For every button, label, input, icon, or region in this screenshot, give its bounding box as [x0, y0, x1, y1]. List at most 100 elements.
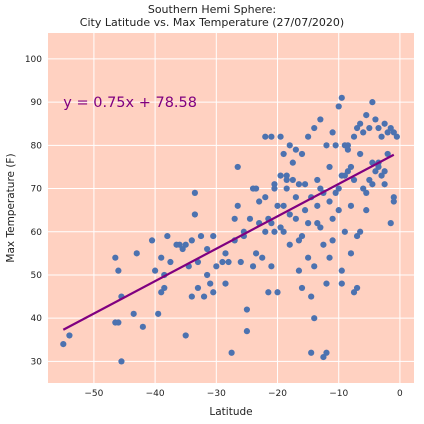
data-point: [277, 224, 284, 231]
data-point: [188, 237, 195, 244]
data-point: [329, 129, 336, 136]
data-point: [158, 289, 165, 296]
y-tick-label: 100: [25, 55, 42, 65]
data-point: [234, 163, 241, 171]
data-point: [363, 189, 370, 196]
y-tick-label: 90: [31, 98, 43, 108]
data-point: [259, 254, 266, 261]
data-point: [308, 293, 315, 300]
data-point: [350, 133, 358, 140]
data-point: [283, 172, 290, 179]
data-point: [335, 103, 342, 110]
data-point: [369, 99, 376, 106]
data-point: [152, 267, 159, 274]
data-points: [60, 94, 400, 365]
data-point: [301, 207, 309, 214]
regression-equation: y = 0.75x + 78.58: [63, 95, 197, 111]
data-point: [338, 172, 345, 179]
data-point: [329, 215, 336, 222]
data-point: [366, 124, 373, 132]
data-point: [353, 124, 361, 132]
data-point: [204, 271, 211, 279]
data-point: [350, 289, 358, 296]
data-point: [335, 207, 342, 214]
data-point: [210, 289, 217, 296]
data-point: [301, 181, 309, 188]
data-point: [286, 211, 293, 218]
data-point: [265, 289, 272, 296]
data-point: [320, 241, 327, 248]
data-point: [115, 267, 122, 274]
data-point: [286, 142, 293, 149]
data-point: [308, 349, 315, 356]
data-point: [280, 202, 287, 209]
data-point: [384, 150, 391, 158]
data-point: [317, 185, 324, 192]
data-point: [228, 349, 235, 356]
data-point: [262, 194, 269, 201]
data-point: [289, 176, 296, 184]
data-point: [268, 133, 275, 140]
data-point: [155, 310, 162, 317]
data-point: [363, 207, 370, 214]
data-point: [332, 142, 339, 149]
data-point: [393, 133, 400, 140]
data-point: [305, 254, 312, 261]
data-point: [381, 120, 388, 127]
data-point: [280, 150, 287, 158]
data-point: [60, 341, 67, 348]
data-point: [204, 245, 211, 253]
data-point: [298, 232, 306, 240]
data-point: [387, 124, 394, 132]
data-point: [268, 263, 275, 270]
data-point: [179, 245, 186, 253]
y-tick-label: 50: [31, 271, 43, 281]
data-point: [194, 284, 202, 292]
data-point: [384, 129, 391, 136]
data-point: [112, 254, 119, 261]
x-tick-label: −20: [268, 389, 287, 399]
data-point: [148, 237, 156, 244]
data-point: [390, 198, 397, 205]
data-point: [344, 168, 351, 175]
data-point: [130, 310, 137, 317]
data-point: [320, 353, 327, 361]
data-point: [210, 232, 217, 240]
data-point: [222, 250, 229, 257]
data-point: [326, 163, 333, 171]
data-point: [347, 163, 355, 171]
x-axis-label: Latitude: [209, 406, 252, 418]
data-point: [357, 228, 364, 235]
data-point: [347, 250, 355, 257]
data-point: [366, 176, 373, 184]
data-point: [289, 159, 296, 166]
x-tick-label: −30: [207, 389, 226, 399]
data-point: [256, 198, 263, 205]
data-point: [243, 328, 251, 335]
data-point: [338, 94, 345, 101]
data-point: [292, 215, 299, 222]
data-point: [332, 189, 339, 196]
data-point: [329, 237, 336, 244]
data-point: [271, 185, 278, 192]
data-point: [271, 181, 278, 188]
data-point: [188, 293, 195, 300]
data-point: [262, 133, 269, 140]
data-point: [326, 198, 333, 205]
data-point: [295, 237, 303, 244]
data-point: [360, 185, 367, 192]
data-point: [317, 116, 324, 123]
data-point: [191, 211, 198, 218]
data-point: [295, 181, 303, 188]
data-point: [357, 120, 364, 127]
data-point: [360, 129, 367, 136]
y-tick-label: 80: [31, 141, 43, 151]
data-point: [197, 232, 205, 240]
data-point: [375, 124, 382, 132]
data-point: [283, 185, 290, 192]
data-point: [338, 280, 345, 287]
data-point: [305, 220, 312, 227]
data-point: [326, 254, 333, 261]
data-point: [182, 241, 189, 248]
